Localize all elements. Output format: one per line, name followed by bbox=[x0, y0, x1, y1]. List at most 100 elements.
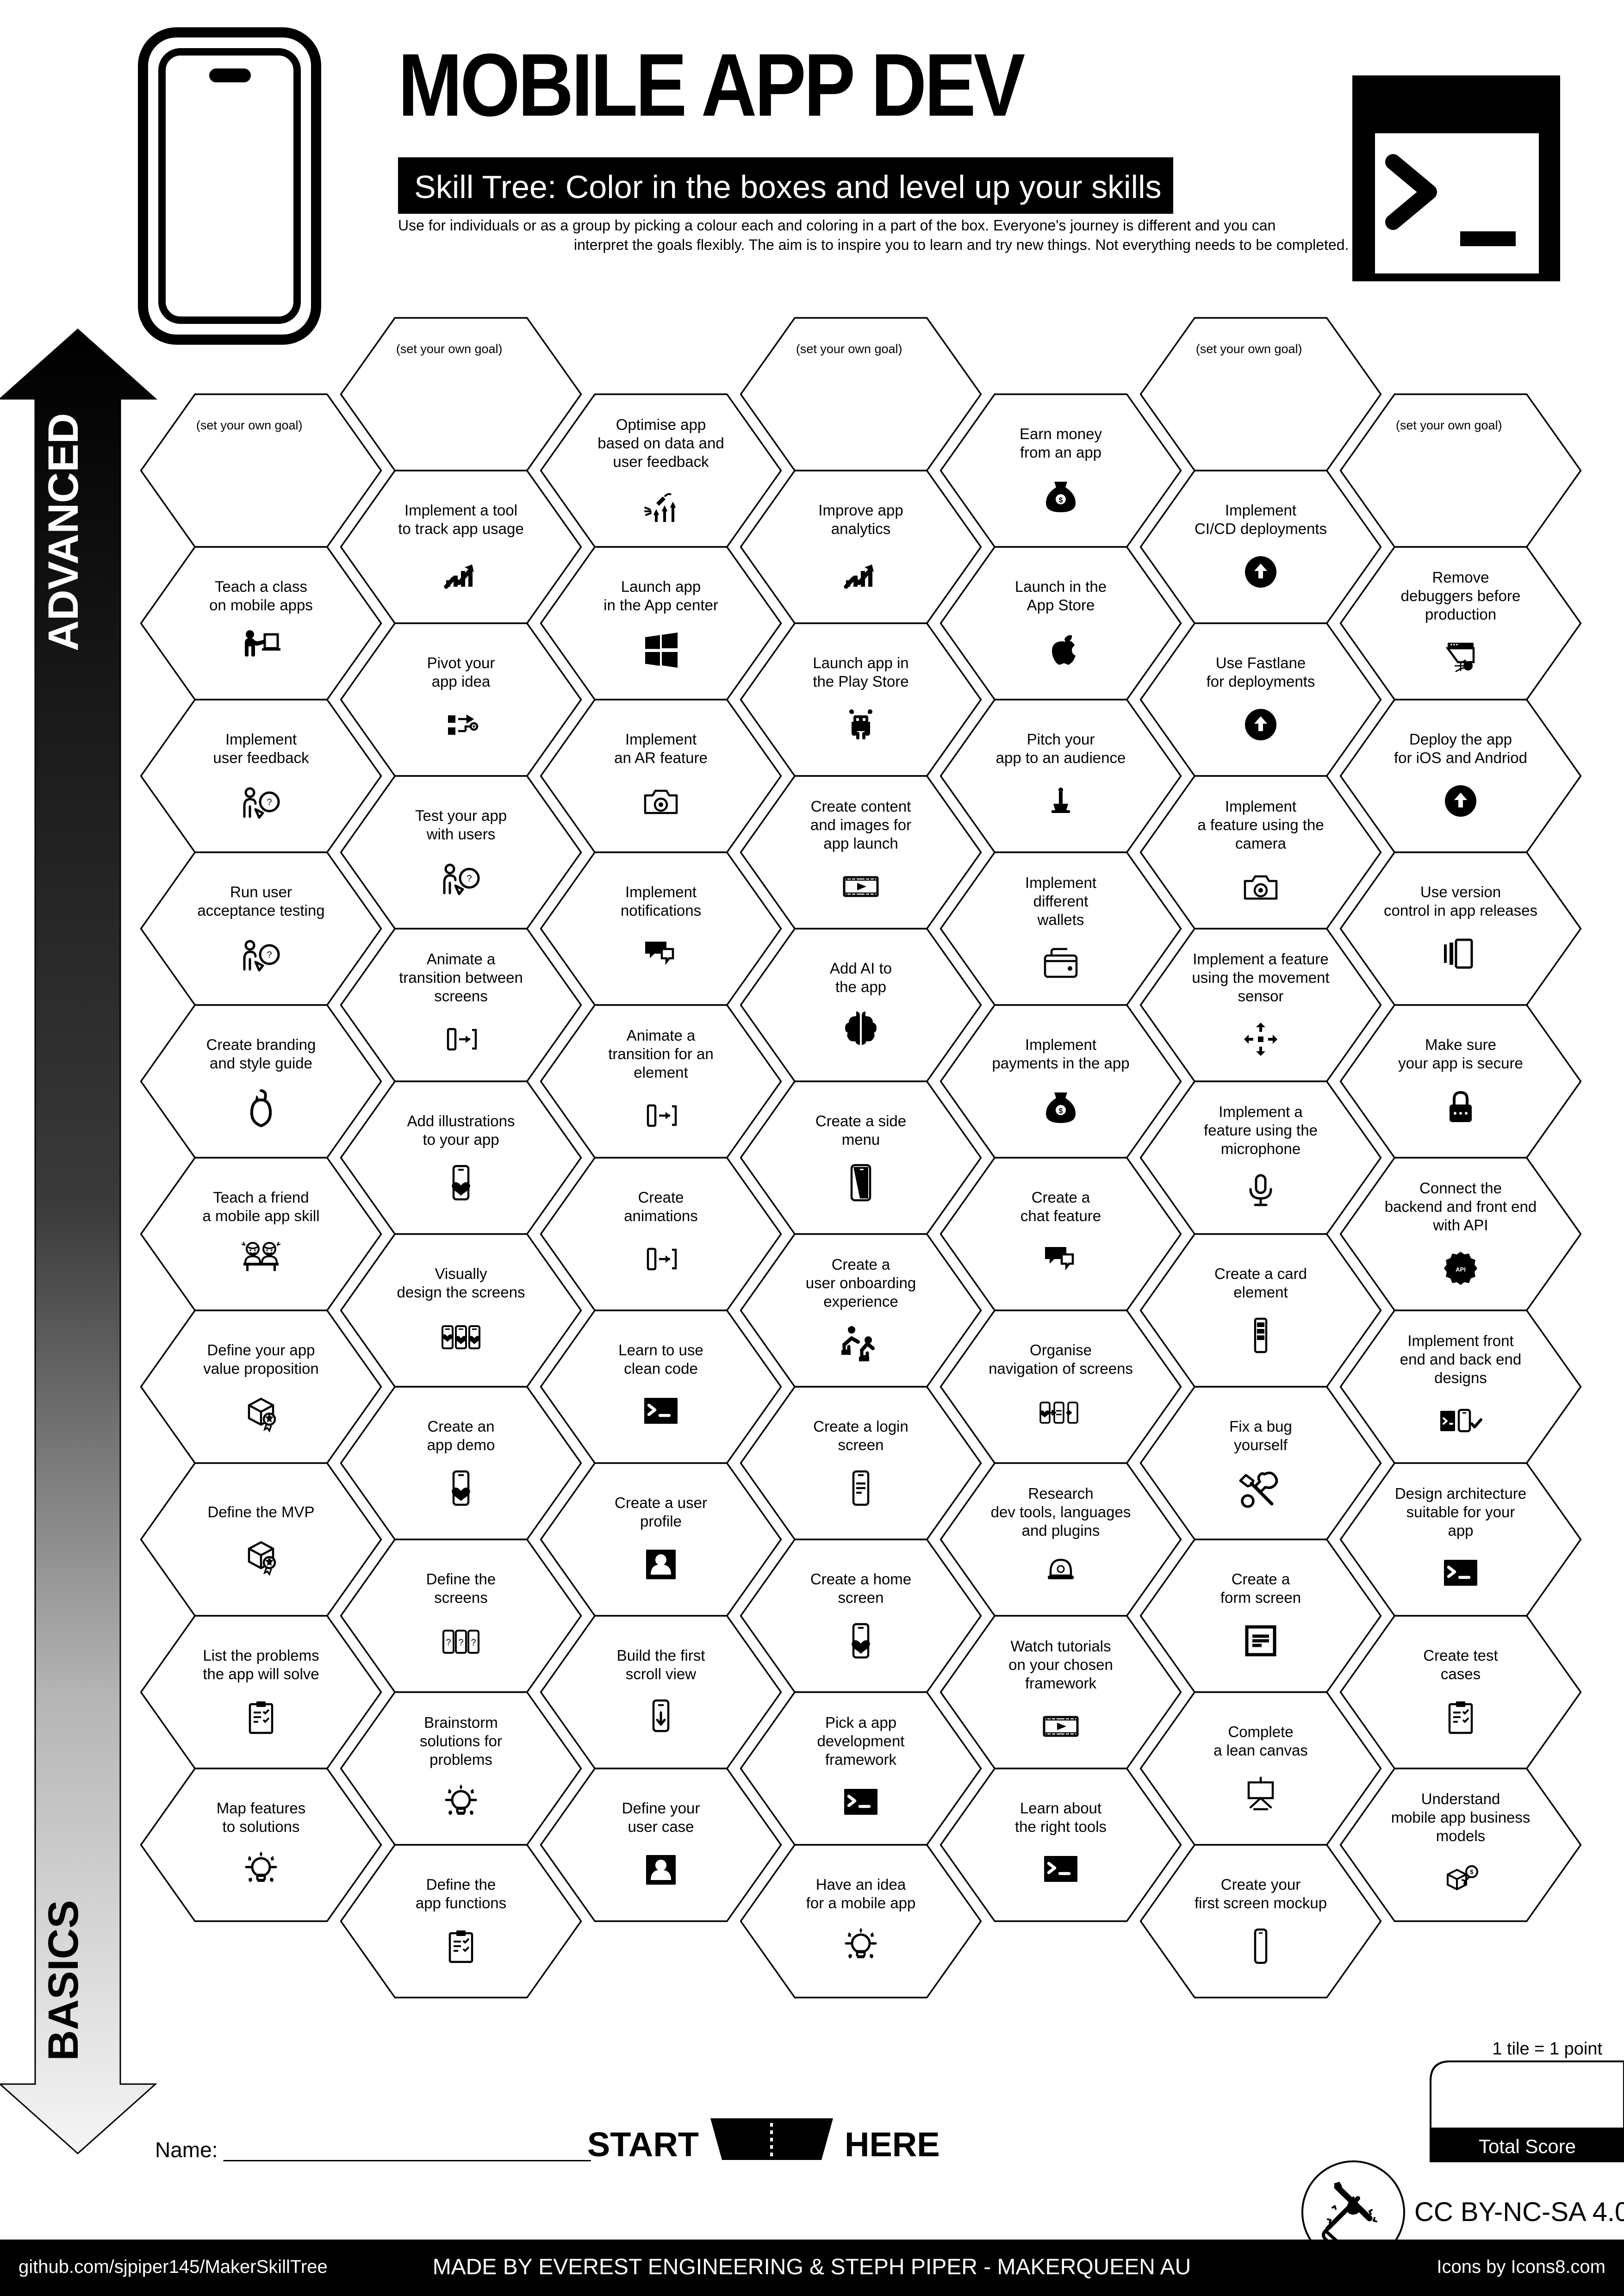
svg-text:CC BY-NC-SA 4.0: CC BY-NC-SA 4.0 bbox=[1414, 2197, 1624, 2227]
svg-text:a lean canvas: a lean canvas bbox=[1213, 1742, 1308, 1759]
svg-text:Implement: Implement bbox=[1225, 502, 1296, 519]
svg-text:Implement a tool: Implement a tool bbox=[404, 502, 517, 519]
svg-text:sensor: sensor bbox=[1238, 987, 1283, 1005]
svg-text:dev tools, languages: dev tools, languages bbox=[991, 1503, 1131, 1520]
svg-text:screen: screen bbox=[838, 1436, 884, 1453]
svg-text:START: START bbox=[587, 2125, 699, 2164]
svg-text:on your chosen: on your chosen bbox=[1008, 1656, 1113, 1673]
svg-text:app: app bbox=[1448, 1522, 1473, 1539]
svg-text:a mobile app skill: a mobile app skill bbox=[202, 1207, 319, 1224]
svg-text:Pitch your: Pitch your bbox=[1027, 731, 1095, 748]
svg-text:Make sure: Make sure bbox=[1425, 1036, 1496, 1053]
svg-text:user feedback: user feedback bbox=[613, 453, 709, 470]
svg-text:app demo: app demo bbox=[427, 1436, 495, 1453]
svg-text:element: element bbox=[1233, 1284, 1288, 1301]
svg-text:different: different bbox=[1033, 893, 1089, 910]
svg-text:using the movement: using the movement bbox=[1192, 969, 1329, 986]
svg-text:Pivot your: Pivot your bbox=[427, 654, 495, 671]
svg-text:Create a login: Create a login bbox=[813, 1418, 908, 1435]
svg-text:app to an audience: app to an audience bbox=[996, 749, 1126, 766]
svg-text:HERE: HERE bbox=[845, 2125, 940, 2164]
svg-text:Create a: Create a bbox=[832, 1256, 890, 1273]
svg-text:camera: camera bbox=[1235, 835, 1287, 852]
svg-text:Create content: Create content bbox=[811, 798, 911, 815]
svg-text:problems: problems bbox=[429, 1751, 492, 1768]
svg-text:Launch in the: Launch in the bbox=[1015, 578, 1107, 595]
svg-text:a feature using the: a feature using the bbox=[1197, 816, 1324, 833]
svg-text:and style guide: and style guide bbox=[210, 1055, 312, 1072]
svg-text:List the problems: List the problems bbox=[203, 1647, 319, 1664]
svg-text:Create branding: Create branding bbox=[206, 1036, 316, 1053]
svg-text:on mobile apps: on mobile apps bbox=[209, 596, 313, 614]
svg-text:Organise: Organise bbox=[1030, 1341, 1092, 1359]
svg-text:Total Score: Total Score bbox=[1479, 2135, 1576, 2157]
svg-text:Animate a: Animate a bbox=[427, 950, 496, 968]
svg-text:end and back end: end and back end bbox=[1400, 1351, 1521, 1368]
svg-text:1 tile = 1 point: 1 tile = 1 point bbox=[1492, 2039, 1602, 2059]
svg-text:(set your own goal): (set your own goal) bbox=[196, 418, 303, 432]
svg-text:Watch tutorials: Watch tutorials bbox=[1010, 1638, 1111, 1655]
svg-text:Implement: Implement bbox=[625, 731, 697, 748]
svg-text:Complete: Complete bbox=[1228, 1723, 1293, 1740]
svg-text:Define the: Define the bbox=[426, 1570, 496, 1588]
svg-text:yourself: yourself bbox=[1234, 1436, 1288, 1453]
svg-text:development: development bbox=[817, 1732, 905, 1750]
svg-text:Pick a app: Pick a app bbox=[825, 1714, 896, 1731]
svg-text:backend and front end: backend and front end bbox=[1385, 1198, 1537, 1215]
svg-text:an AR feature: an AR feature bbox=[614, 749, 708, 766]
svg-text:the right tools: the right tools bbox=[1015, 1818, 1107, 1835]
svg-text:design the screens: design the screens bbox=[397, 1284, 525, 1301]
svg-text:element: element bbox=[634, 1064, 688, 1081]
svg-text:solutions for: solutions for bbox=[420, 1732, 502, 1750]
svg-text:Create a user: Create a user bbox=[615, 1494, 707, 1511]
svg-text:Learn about: Learn about bbox=[1020, 1800, 1101, 1817]
svg-text:Learn to use: Learn to use bbox=[618, 1341, 703, 1359]
svg-text:Define your app: Define your app bbox=[207, 1341, 315, 1359]
svg-text:app functions: app functions bbox=[416, 1894, 506, 1911]
svg-text:Launch app in: Launch app in bbox=[813, 654, 908, 671]
svg-text:Earn money: Earn money bbox=[1020, 425, 1102, 442]
svg-text:$: $ bbox=[1059, 496, 1063, 504]
svg-text:Create a card: Create a card bbox=[1214, 1265, 1307, 1282]
svg-text:Research: Research bbox=[1028, 1485, 1093, 1502]
svg-text:the Play Store: the Play Store bbox=[813, 673, 908, 690]
svg-text:form screen: form screen bbox=[1220, 1589, 1301, 1606]
svg-text:clean code: clean code bbox=[624, 1360, 698, 1377]
svg-text:(set your own goal): (set your own goal) bbox=[396, 342, 503, 356]
svg-text:first screen mockup: first screen mockup bbox=[1195, 1894, 1327, 1911]
svg-text:from an app: from an app bbox=[1020, 444, 1101, 461]
svg-text:Create a: Create a bbox=[1232, 1570, 1290, 1588]
svg-text:Define the MVP: Define the MVP bbox=[207, 1503, 314, 1520]
svg-text:and images for: and images for bbox=[810, 816, 911, 833]
svg-text:profile: profile bbox=[640, 1513, 682, 1530]
svg-text:Brainstorm: Brainstorm bbox=[424, 1714, 498, 1731]
svg-text:Use Fastlane: Use Fastlane bbox=[1216, 654, 1306, 671]
svg-text:to your app: to your app bbox=[423, 1131, 499, 1148]
svg-text:?: ? bbox=[471, 1638, 476, 1648]
svg-text:for iOS and Andriod: for iOS and Andriod bbox=[1394, 749, 1527, 766]
svg-text:Remove: Remove bbox=[1432, 569, 1489, 586]
svg-text:feature using the: feature using the bbox=[1204, 1122, 1318, 1139]
svg-text:Skill Tree: Color in the boxe: Skill Tree: Color in the boxes and level… bbox=[414, 169, 1162, 205]
svg-text:payments in the app: payments in the app bbox=[992, 1055, 1129, 1072]
svg-text:to track app usage: to track app usage bbox=[398, 520, 524, 537]
svg-text:Create a home: Create a home bbox=[810, 1570, 911, 1588]
svg-text:BASICS: BASICS bbox=[40, 1900, 87, 2061]
svg-text:Implement: Implement bbox=[1025, 1036, 1096, 1053]
svg-text:transition between: transition between bbox=[399, 969, 523, 986]
svg-text:?: ? bbox=[267, 950, 272, 960]
svg-text:?: ? bbox=[267, 797, 272, 807]
svg-text:chat feature: chat feature bbox=[1020, 1207, 1101, 1224]
svg-text:MADE BY EVEREST ENGINEERING &: MADE BY EVEREST ENGINEERING & STEPH PIPE… bbox=[433, 2255, 1191, 2279]
svg-text:Define the: Define the bbox=[426, 1876, 496, 1893]
svg-text:framework: framework bbox=[1025, 1675, 1097, 1692]
svg-text:your app is secure: your app is secure bbox=[1398, 1055, 1523, 1072]
svg-text:Use version: Use version bbox=[1420, 883, 1501, 900]
svg-text:with users: with users bbox=[426, 825, 496, 843]
svg-text:based on data and: based on data and bbox=[597, 434, 724, 452]
svg-text:and plugins: and plugins bbox=[1022, 1522, 1100, 1539]
svg-text:Create a side: Create a side bbox=[815, 1112, 906, 1129]
svg-text:wallets: wallets bbox=[1037, 911, 1084, 928]
svg-text:Create your: Create your bbox=[1221, 1876, 1300, 1893]
svg-text:Animate a: Animate a bbox=[627, 1027, 696, 1044]
